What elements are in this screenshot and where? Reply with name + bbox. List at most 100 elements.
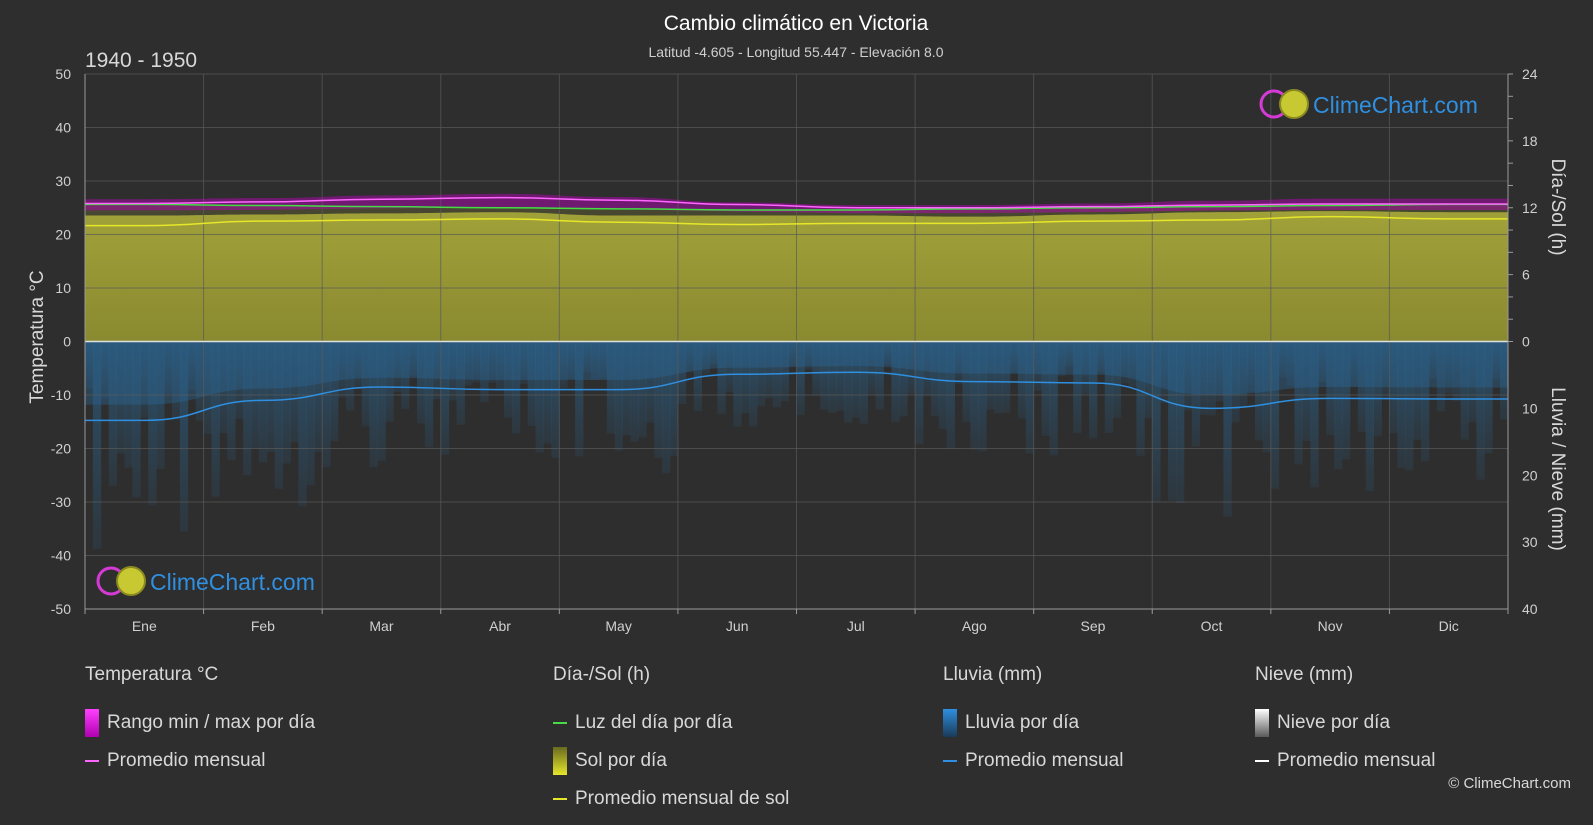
rain-day-bar	[1444, 341, 1454, 394]
x-tick-label: Dic	[1439, 618, 1459, 634]
rain-day-bar	[725, 341, 734, 393]
rain-day-bar	[820, 341, 829, 410]
rain-day-bar	[551, 341, 560, 458]
rain-day-bar	[148, 341, 157, 506]
rain-day-bar	[227, 341, 236, 461]
rain-day-bar	[456, 341, 465, 425]
rain-day-bar	[1381, 341, 1390, 398]
line-swatch-icon	[553, 798, 567, 800]
y-tick-label: 10	[55, 280, 71, 296]
rain-day-bar	[1128, 341, 1137, 387]
logo-sun-icon	[116, 566, 146, 596]
rain-day-bar	[1428, 341, 1438, 379]
rain-day-bar	[338, 341, 347, 398]
rain-day-bar	[417, 341, 426, 424]
rain-day-bar	[1081, 341, 1090, 395]
y3-tick-label: 20	[1522, 467, 1538, 483]
legend-item: Promedio mensual	[943, 742, 1123, 780]
rain-day-bar	[883, 341, 892, 365]
rain-day-bar	[733, 341, 742, 427]
rain-day-bar	[258, 341, 268, 463]
snow-swatch-icon	[1255, 709, 1269, 737]
y2-tick-label: 6	[1522, 267, 1530, 283]
rain-day-bar	[1096, 341, 1106, 373]
rain-day-bar	[622, 341, 631, 436]
rain-day-bar	[1089, 341, 1098, 439]
left-axis-label: Temperatura °C	[27, 270, 48, 403]
rain-day-bar	[472, 341, 481, 383]
rain-day-bar	[1492, 341, 1501, 380]
rain-day-bar	[353, 341, 363, 389]
rain-day-bar	[899, 341, 908, 417]
rain-avg-line	[85, 371, 1508, 422]
rain-day-bar	[1160, 341, 1169, 403]
rain-day-bar	[741, 341, 750, 414]
legend-item: Promedio mensual	[1255, 742, 1435, 780]
legend-label: Luz del día por día	[575, 712, 733, 733]
rain-day-bar	[1342, 341, 1351, 460]
rain-day-bar	[535, 341, 544, 453]
rain-day-bar	[717, 341, 726, 415]
rain-day-bar	[156, 341, 165, 469]
rain-day-bar	[480, 341, 489, 403]
rain-day-bar	[322, 341, 331, 468]
rain-day-bar	[1302, 341, 1311, 441]
rain-day-bar	[1436, 341, 1446, 412]
rain-day-bar	[100, 341, 110, 399]
rain-day-bar	[1191, 341, 1201, 447]
rain-day-bar	[92, 341, 102, 549]
rain-day-bar	[116, 341, 125, 454]
y3-tick-label: 10	[1522, 400, 1538, 416]
range-swatch-icon	[85, 709, 99, 737]
rain-day-bar	[164, 341, 173, 394]
daylight-line	[85, 203, 1508, 211]
rain-day-bar	[1484, 341, 1493, 454]
rain-day-bar	[519, 341, 529, 384]
legend-item: Promedio mensual	[85, 742, 315, 780]
y-tick-label: 40	[55, 120, 71, 136]
legend-label: Promedio mensual de sol	[575, 788, 790, 809]
rain-day-bar	[994, 341, 1003, 414]
x-tick-label: Abr	[489, 618, 511, 634]
rain-day-bar	[1310, 341, 1319, 488]
legend-heading: Nieve (mm)	[1255, 664, 1354, 685]
logo-text: ClimeChart.com	[1313, 92, 1478, 118]
chart-subtitle: Latitud -4.605 - Longitud 55.447 - Eleva…	[649, 44, 944, 60]
rain-day-bar	[187, 341, 197, 390]
y-tick-label: 30	[55, 173, 71, 189]
rain-day-bar	[630, 341, 639, 442]
y3-tick-label: 30	[1522, 534, 1538, 550]
rain-day-bar	[1017, 341, 1027, 419]
rain-day-bar	[424, 341, 434, 448]
legend-label: Sol por día	[575, 750, 667, 771]
x-tick-label: Sep	[1080, 618, 1105, 634]
legend-label: Promedio mensual	[1277, 750, 1436, 771]
rain-day-bar	[1207, 341, 1216, 416]
y-tick-label: -10	[51, 387, 71, 403]
rain-day-bar	[1468, 341, 1477, 423]
rain-day-bar	[749, 341, 758, 427]
y2-tick-label: 0	[1522, 334, 1530, 350]
x-tick-label: Ago	[962, 618, 987, 634]
rain-day-bar	[140, 341, 149, 418]
legend-label: Promedio mensual	[965, 750, 1124, 771]
rain-day-bar	[298, 341, 307, 507]
y-tick-label: -20	[51, 441, 71, 457]
rain-day-bar	[677, 341, 687, 404]
rain-day-bar	[290, 341, 299, 443]
chart-title: Cambio climático en Victoria	[664, 12, 929, 35]
rain-day-bar	[788, 341, 797, 367]
rain-day-bar	[282, 341, 291, 464]
y-tick-label: -30	[51, 494, 71, 510]
rain-day-bar	[1452, 341, 1461, 402]
legend-item: Sol por día	[553, 742, 789, 780]
rain-day-bar	[1278, 341, 1287, 378]
y2-tick-label: 12	[1522, 200, 1538, 216]
y3-tick-label: 40	[1522, 601, 1538, 617]
rain-day-bar	[1421, 341, 1430, 462]
rain-day-bar	[1144, 341, 1153, 419]
logo-text: ClimeChart.com	[150, 569, 315, 595]
rain-day-bar	[1294, 341, 1303, 465]
rain-day-bar	[1176, 341, 1185, 503]
x-tick-label: Feb	[251, 618, 275, 634]
